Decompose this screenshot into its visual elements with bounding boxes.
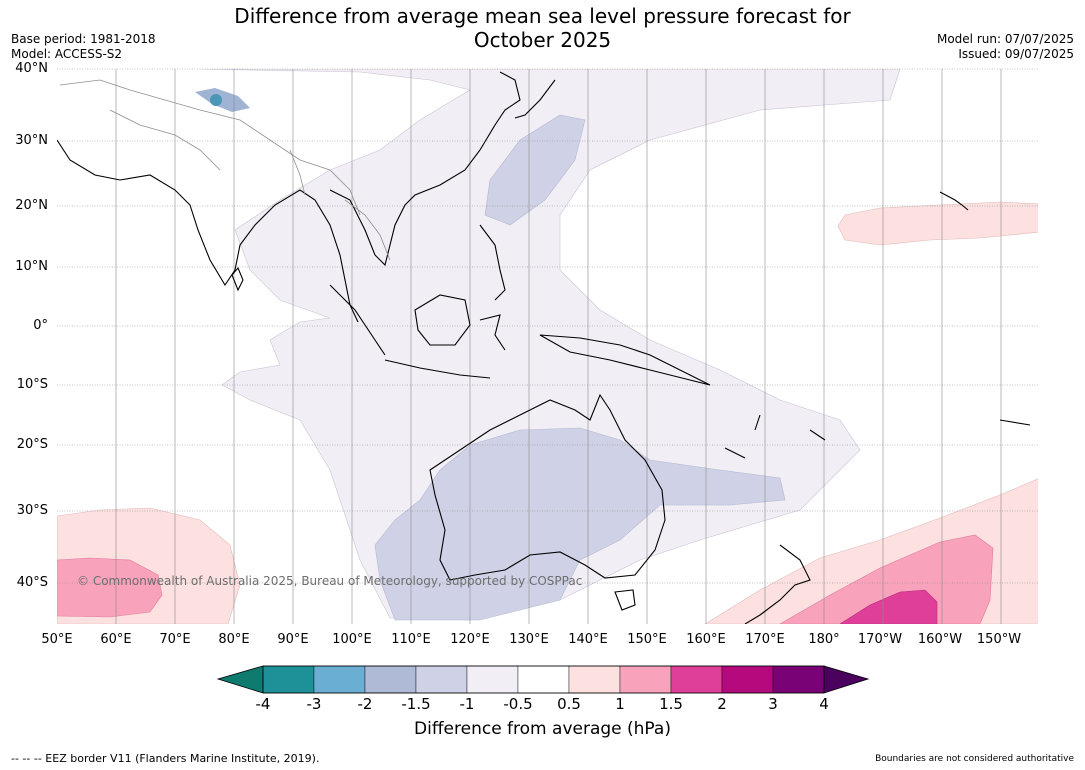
coast-hawaii — [939, 191, 969, 211]
boundaries-disclaimer: Boundaries are not considered authoritat… — [875, 754, 1074, 764]
map-fill-layer — [57, 69, 1038, 624]
lon-label: 60°E — [100, 632, 132, 647]
colorbar-cell — [670, 665, 723, 694]
lon-label: 130°E — [509, 632, 549, 647]
lon-label: 110°E — [391, 632, 431, 647]
colorbar-cell — [415, 665, 468, 694]
coast-australia — [429, 393, 666, 581]
lon-label: 50°E — [41, 632, 73, 647]
colorbar-tick-label: 1 — [615, 695, 625, 713]
coast-new-guinea — [539, 334, 711, 386]
colorbar-cell — [466, 665, 519, 694]
lat-label: 30°S — [16, 503, 48, 518]
border-indochina — [344, 199, 391, 261]
colorbar-cell — [772, 665, 825, 694]
eez-legend-text: -- -- -- EEZ border V11 (Flanders Marine… — [11, 752, 320, 765]
colorbar-cell — [313, 665, 366, 694]
lat-label: 10°S — [16, 377, 48, 392]
meta-right: Model run: 07/07/2025 Issued: 09/07/2025 — [937, 32, 1074, 62]
title-line-2: October 2025 — [473, 28, 612, 52]
colorbar-tick-label: 2 — [717, 695, 727, 713]
country-borders — [59, 79, 391, 261]
base-period-text: Base period: 1981-2018 — [11, 32, 156, 46]
lat-label: 10°N — [15, 259, 48, 274]
lon-label: 160°W — [917, 632, 963, 647]
colorbar-cell — [619, 665, 672, 694]
colorbar-high-arrow — [823, 665, 870, 694]
colorbar-tick-label: 4 — [819, 695, 829, 713]
page-title: Difference from average mean sea level p… — [0, 4, 1085, 52]
colorbar-cell — [364, 665, 417, 694]
colorbar-tick-label: -3 — [306, 695, 322, 713]
colorbar-tick-label: 0.5 — [557, 695, 581, 713]
title-line-1: Difference from average mean sea level p… — [234, 4, 851, 28]
lat-label: 40°N — [15, 61, 48, 76]
colorbar-tick-label: -2 — [357, 695, 373, 713]
colorbar-tick-label: 3 — [768, 695, 778, 713]
coast-east-asia — [329, 71, 521, 267]
colorbar-tick-label: -0.5 — [503, 695, 533, 713]
lon-label: 150°E — [627, 632, 667, 647]
colorbar-tick-label: -1.5 — [401, 695, 431, 713]
model-run-text: Model run: 07/07/2025 — [936, 32, 1074, 46]
lon-label: 170°W — [857, 632, 903, 647]
colorbar — [216, 665, 870, 694]
anomaly-region-magenta-southeast — [839, 589, 938, 624]
forecast-map — [57, 68, 1038, 624]
coast-philippines — [479, 224, 506, 301]
coast-java — [384, 359, 491, 379]
anomaly-region-light-blue-1 — [374, 427, 786, 621]
anomaly-region-light-blue-2 — [484, 114, 586, 226]
colorbar-cell — [517, 665, 570, 694]
lat-label: 20°N — [15, 198, 48, 213]
lat-label: 40°S — [16, 575, 48, 590]
coast-arabia-india — [57, 139, 359, 323]
colorbar-low-arrow — [216, 665, 264, 694]
coast-sulawesi — [479, 314, 506, 351]
anomaly-region-pink-north — [837, 201, 1038, 246]
anomaly-region-rose-southwest — [57, 557, 163, 618]
lon-label: 140°E — [568, 632, 608, 647]
issued-text: Issued: 09/07/2025 — [958, 47, 1074, 61]
border-central-asia — [59, 79, 361, 216]
lon-label: 150°W — [976, 632, 1022, 647]
lat-label: 20°S — [16, 437, 48, 452]
lat-label: 30°N — [15, 133, 48, 148]
copyright-text: © Commonwealth of Australia 2025, Bureau… — [77, 574, 583, 588]
coastlines — [57, 71, 1031, 624]
coast-pacific-islands — [724, 414, 1031, 459]
border-south-asia — [109, 109, 306, 196]
lon-label: 100°E — [332, 632, 372, 647]
coast-tasmania — [614, 589, 636, 611]
colorbar-tick-label: -4 — [255, 695, 271, 713]
colorbar-tick-label: -1 — [459, 695, 475, 713]
anomaly-region-rose-southeast — [779, 534, 994, 624]
lon-label: 160°E — [686, 632, 726, 647]
graticule — [57, 68, 1038, 624]
colorbar-cell — [568, 665, 621, 694]
colorbar-tick-label: 1.5 — [659, 695, 683, 713]
anomaly-core-teal — [210, 94, 222, 106]
lat-label: 0° — [33, 318, 48, 333]
coast-new-zealand — [744, 544, 811, 624]
colorbar-title: Difference from average (hPa) — [414, 719, 671, 739]
colorbar-cell — [721, 665, 774, 694]
lon-label: 70°E — [159, 632, 191, 647]
colorbar-cell — [262, 665, 315, 694]
coast-japan — [514, 79, 556, 119]
lon-label: 80°E — [218, 632, 250, 647]
meta-left: Base period: 1981-2018 Model: ACCESS-S2 — [11, 32, 156, 62]
anomaly-region-blue-small — [195, 88, 250, 112]
model-text: Model: ACCESS-S2 — [11, 47, 123, 61]
lon-label: 180° — [808, 632, 840, 647]
coast-borneo — [414, 294, 471, 346]
lon-label: 120°E — [450, 632, 490, 647]
lon-label: 90°E — [277, 632, 309, 647]
coast-sumatra — [329, 284, 386, 356]
coast-sri-lanka — [231, 266, 244, 292]
lon-label: 170°E — [745, 632, 785, 647]
